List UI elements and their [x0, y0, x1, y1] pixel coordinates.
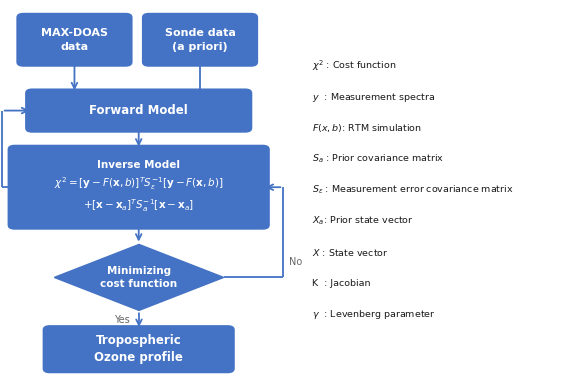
FancyBboxPatch shape: [43, 325, 235, 373]
Text: $\mathit{y}$  : Measurement spectra: $\mathit{y}$ : Measurement spectra: [312, 90, 436, 104]
Text: Inverse Model
$\chi^2=[\mathbf{y}-F(\mathbf{x},b)]^T S_\varepsilon^{-1}[\mathbf{: Inverse Model $\chi^2=[\mathbf{y}-F(\mat…: [54, 160, 224, 214]
Text: $\gamma$  : Levenberg parameter: $\gamma$ : Levenberg parameter: [312, 308, 436, 321]
Text: Yes: Yes: [114, 315, 129, 325]
Text: $\mathit{X_a}$: Prior state vector: $\mathit{X_a}$: Prior state vector: [312, 215, 414, 227]
Text: Tropospheric
Ozone profile: Tropospheric Ozone profile: [94, 334, 183, 364]
FancyBboxPatch shape: [142, 13, 258, 67]
Text: K  : Jacobian: K : Jacobian: [312, 279, 371, 288]
Text: Forward Model: Forward Model: [89, 104, 188, 117]
FancyBboxPatch shape: [25, 88, 252, 133]
Polygon shape: [54, 244, 224, 310]
Text: $S_\varepsilon$ : Measurement error covariance matrix: $S_\varepsilon$ : Measurement error cova…: [312, 184, 514, 196]
FancyBboxPatch shape: [8, 145, 270, 230]
Text: Sonde data
(a priori): Sonde data (a priori): [165, 28, 235, 52]
Text: $\mathit{\chi}^2$ : Cost function: $\mathit{\chi}^2$ : Cost function: [312, 59, 397, 73]
Text: No: No: [289, 257, 303, 267]
Text: $\mathit{F(x,b)}$: RTM simulation: $\mathit{F(x,b)}$: RTM simulation: [312, 122, 422, 134]
FancyBboxPatch shape: [16, 13, 133, 67]
Text: Minimizing
cost function: Minimizing cost function: [100, 266, 178, 289]
Text: MAX-DOAS
data: MAX-DOAS data: [41, 28, 108, 52]
Text: $S_a$ : Prior covariance matrix: $S_a$ : Prior covariance matrix: [312, 153, 444, 165]
Text: $\mathit{X}$ : State vector: $\mathit{X}$ : State vector: [312, 247, 389, 258]
